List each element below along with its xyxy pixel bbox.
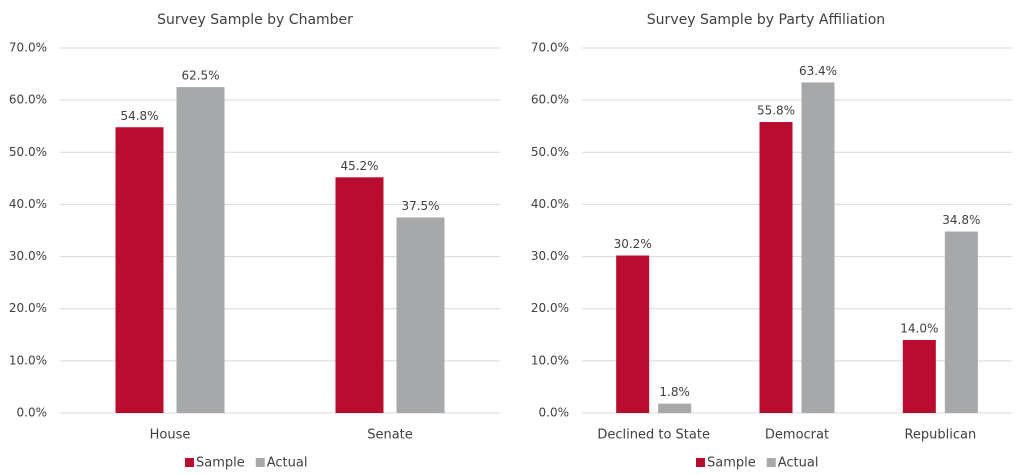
y-tick-label: 0.0% [539,406,570,420]
bar [658,403,692,413]
bar [902,340,936,413]
data-label: 55.8% [757,104,795,118]
bar [759,122,793,414]
x-tick-label: Republican [904,428,976,443]
legend-swatch [185,458,194,467]
legend-label: Sample [196,456,245,471]
x-tick-label: Democrat [765,428,829,443]
y-tick-label: 10.0% [531,353,569,367]
data-label: 63.4% [799,64,837,78]
chart-title: Survey Sample by Party Affiliation [647,12,885,28]
data-label: 34.8% [942,213,980,227]
y-tick-label: 60.0% [531,93,569,107]
y-tick-label: 50.0% [9,145,47,159]
y-tick-label: 30.0% [531,249,569,263]
data-label: 62.5% [181,69,219,83]
x-tick-label: Declined to State [597,428,710,443]
x-tick-label: House [150,428,191,443]
y-tick-label: 30.0% [9,249,47,263]
data-label: 54.8% [120,109,158,123]
y-tick-label: 70.0% [9,41,47,55]
legend-swatch [696,458,705,467]
y-tick-label: 0.0% [17,406,48,420]
y-tick-label: 50.0% [531,145,569,159]
bar [115,127,164,413]
data-label: 45.2% [340,159,378,173]
legend-swatch [766,458,776,467]
y-tick-label: 40.0% [9,197,47,211]
bar [335,177,384,413]
data-label: 1.8% [659,385,690,399]
bar [944,231,978,413]
y-tick-label: 70.0% [531,41,569,55]
legend-label: Actual [267,456,308,471]
chart-title: Survey Sample by Chamber [157,12,353,28]
legend-label: Sample [707,456,756,471]
x-tick-label: Senate [367,428,413,443]
data-label: 37.5% [401,199,439,213]
bar [176,87,225,413]
data-label: 30.2% [614,237,652,251]
y-tick-label: 60.0% [9,93,47,107]
y-tick-label: 40.0% [531,197,569,211]
y-tick-label: 10.0% [9,353,47,367]
legend-label: Actual [778,456,819,471]
data-label: 14.0% [900,322,938,336]
legend-swatch [255,458,265,467]
bar [801,82,835,414]
bar [616,255,650,413]
y-tick-label: 20.0% [9,301,47,315]
y-tick-label: 20.0% [531,301,569,315]
bar [396,217,445,413]
